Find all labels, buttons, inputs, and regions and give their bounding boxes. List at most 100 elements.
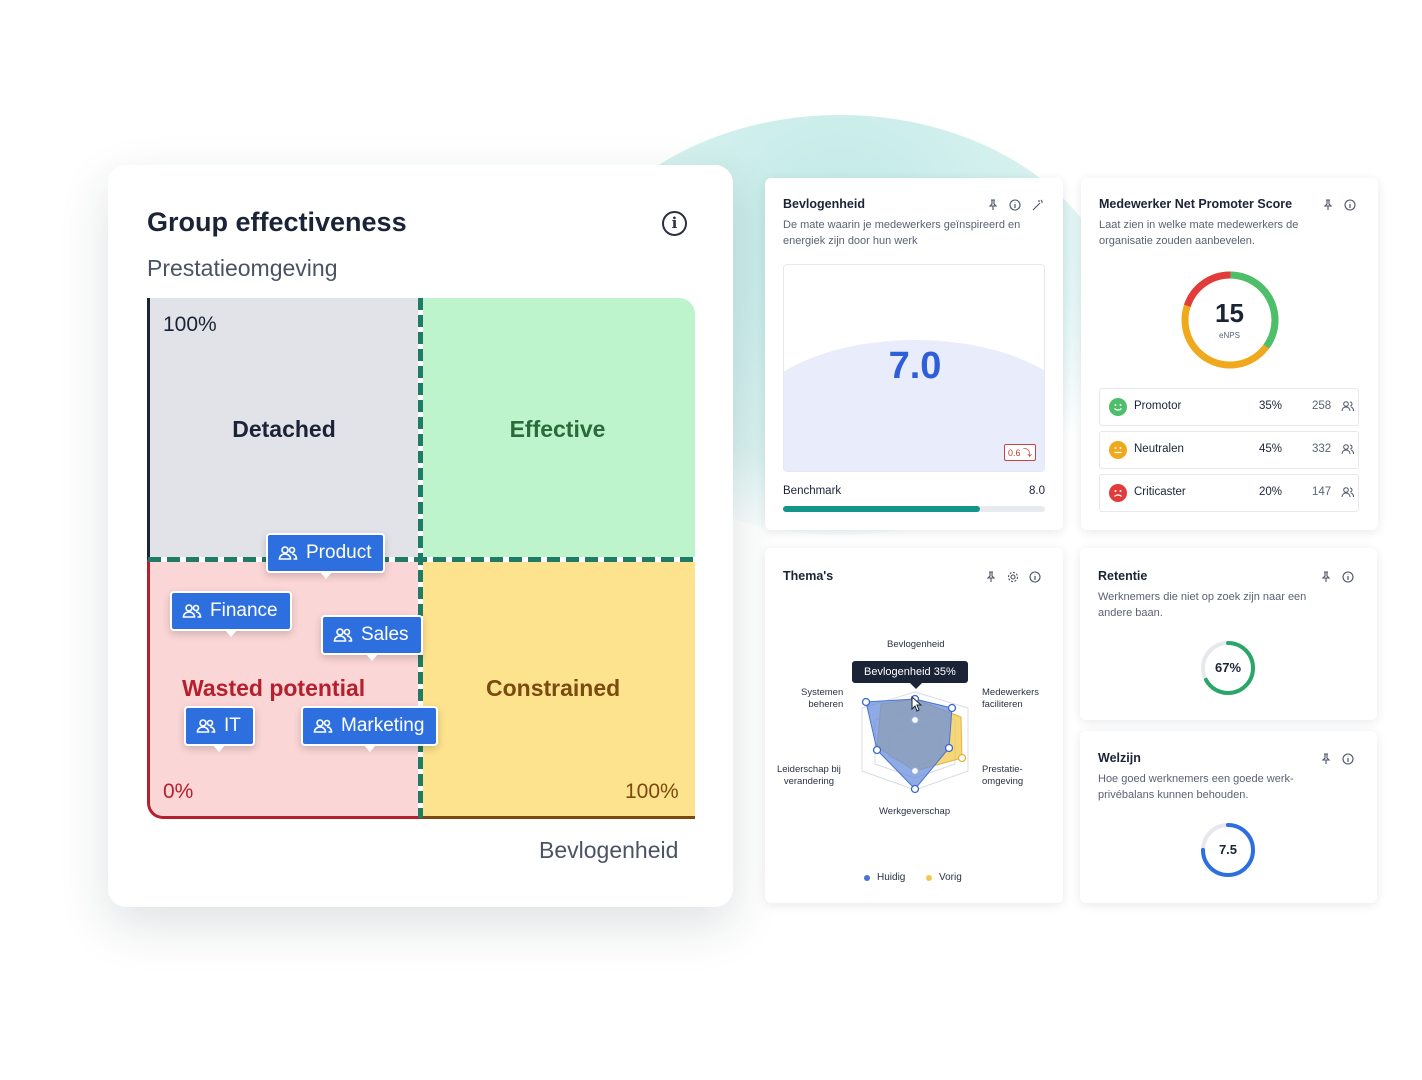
team-tag-marketing[interactable]: Marketing <box>301 706 439 752</box>
point-leiderschap <box>872 745 882 755</box>
radar-label-line: Prestatie- <box>982 764 1023 775</box>
trend-badge: 0.6 ⤵ <box>1003 444 1036 461</box>
team-tag-it-label: IT <box>224 715 241 736</box>
radar-label-medewerkers: Medewerkers faciliteren <box>982 687 1039 711</box>
welzijn-description: Hoe goed werknemers een goede werk-privé… <box>1098 773 1294 801</box>
radar-tooltip: Bevlogenheid 35% <box>852 661 968 689</box>
users-icon[interactable] <box>1341 443 1354 458</box>
enps-row-label: Promotor <box>1134 400 1182 412</box>
info-icon[interactable]: i <box>662 211 687 236</box>
enps-row-label: Neutralen <box>1134 443 1184 455</box>
enps-description: Laat zien in welke mate medewerkers de o… <box>1099 219 1299 247</box>
team-icon <box>182 604 202 618</box>
card-actions <box>1321 198 1356 211</box>
point-vorig-werkgeverschap <box>910 766 920 776</box>
radar-label-line: Leiderschap bij <box>777 764 841 775</box>
welzijn-gauge <box>1201 823 1255 877</box>
enps-donut <box>1181 271 1279 369</box>
point-werkgeverschap <box>910 784 920 794</box>
score-arc <box>784 340 1044 471</box>
bevlogenheid-description: De mate waarin je medewerkers geïnspiree… <box>783 219 1021 247</box>
themas-title: Thema's <box>783 569 834 583</box>
info-icon[interactable] <box>1008 198 1021 211</box>
magic-wand-icon[interactable] <box>1030 198 1043 211</box>
benchmark-progress-fill <box>783 506 980 512</box>
enps-title: Medewerker Net Promoter Score <box>1099 197 1293 211</box>
axis-corner <box>147 785 167 819</box>
benchmark-progress-track <box>783 506 1045 512</box>
info-icon[interactable] <box>1028 570 1041 583</box>
enps-row-percent: 45% <box>1259 443 1283 455</box>
radar-chart <box>861 691 969 794</box>
team-tag-finance[interactable]: Finance <box>170 591 292 637</box>
quadrant-detached: Detached <box>148 298 420 560</box>
bevlogenheid-score-panel: 7.0 0.6 ⤵ <box>783 264 1045 472</box>
welzijn-title: Welzijn <box>1098 751 1141 765</box>
pin-icon[interactable] <box>1319 752 1332 765</box>
enps-row-promotor: Promotor 35% 258 <box>1099 388 1359 426</box>
card-actions <box>1319 570 1354 583</box>
enps-row-percent: 35% <box>1259 400 1283 412</box>
radar-label-line: faciliteren <box>982 699 1023 710</box>
group-effectiveness-title: Group effectiveness <box>147 207 407 237</box>
legend-label: Vorig <box>939 872 962 883</box>
radar-label-line: omgeving <box>982 776 1024 787</box>
team-tag-finance-label: Finance <box>210 600 278 621</box>
pin-icon[interactable] <box>986 198 999 211</box>
point-systemen <box>861 697 871 707</box>
retentie-gauge <box>1201 641 1255 695</box>
users-icon[interactable] <box>1341 486 1354 501</box>
point-inner <box>910 715 920 725</box>
enps-row-count: 147 <box>1312 486 1332 498</box>
team-tag-sales[interactable]: Sales <box>321 615 423 661</box>
pin-icon[interactable] <box>984 570 997 583</box>
point-prestatie <box>944 743 954 753</box>
quadrant-wasted-label: Wasted potential <box>182 675 366 701</box>
pin-icon[interactable] <box>1321 198 1334 211</box>
horizontal-divider <box>148 557 695 562</box>
bevlogenheid-card: Bevlogenheid De mate waarin je medewerke… <box>765 178 1063 530</box>
retentie-value: 67% <box>1214 660 1242 675</box>
radar-label-line: beheren <box>808 699 844 710</box>
x-max-label: 100% <box>625 780 679 803</box>
radar-label-line: Medewerkers <box>982 687 1040 698</box>
group-effectiveness-card: Group effectiveness Prestatieomgeving i … <box>108 165 733 907</box>
team-tag-sales-label: Sales <box>361 624 409 645</box>
point-medewerkers <box>947 703 957 713</box>
team-icon <box>313 719 333 733</box>
team-icon <box>196 719 216 733</box>
info-icon[interactable] <box>1341 570 1354 583</box>
legend-vorig[interactable]: Vorig <box>926 872 962 883</box>
bevlogenheid-score: 7.0 <box>888 345 942 387</box>
quadrant-constrained: Constrained <box>420 560 695 818</box>
enps-row-criticaster: Criticaster 20% 147 <box>1099 474 1359 512</box>
legend-huidig[interactable]: Huidig <box>864 872 905 883</box>
radar-label-line: Systemen <box>801 687 844 698</box>
radar-label-systemen: Systemen beheren <box>801 687 843 711</box>
info-icon[interactable] <box>1343 198 1356 211</box>
origin-label: 0% <box>163 780 194 803</box>
card-actions <box>984 570 1041 583</box>
card-actions <box>986 198 1043 211</box>
enps-card: Medewerker Net Promoter Score Laat zien … <box>1081 178 1378 530</box>
team-tag-it[interactable]: IT <box>184 706 255 752</box>
welzijn-card: Welzijn Hoe goed werknemers een goede we… <box>1080 731 1377 903</box>
enps-score-label: eNPS <box>1219 331 1240 340</box>
pin-icon[interactable] <box>1319 570 1332 583</box>
quadrant-detached-label: Detached <box>232 415 336 442</box>
enps-row-percent: 20% <box>1259 486 1283 498</box>
users-icon[interactable] <box>1341 400 1354 415</box>
welzijn-value: 7.5 <box>1218 842 1238 857</box>
team-tag-product[interactable]: Product <box>266 533 386 579</box>
point-vorig-prestatie <box>957 753 967 763</box>
enps-score: 15 <box>1215 298 1244 328</box>
radar-label-line: verandering <box>783 776 835 787</box>
enps-row-count: 332 <box>1312 443 1332 455</box>
legend-swatch <box>926 874 932 881</box>
gear-icon[interactable] <box>1006 570 1019 583</box>
info-icon[interactable] <box>1341 752 1354 765</box>
team-icon <box>333 628 353 642</box>
legend-label: Huidig <box>877 872 906 883</box>
legend-swatch <box>864 874 870 881</box>
radar-label-werkgeverschap: Werkgeverschap <box>879 806 951 817</box>
